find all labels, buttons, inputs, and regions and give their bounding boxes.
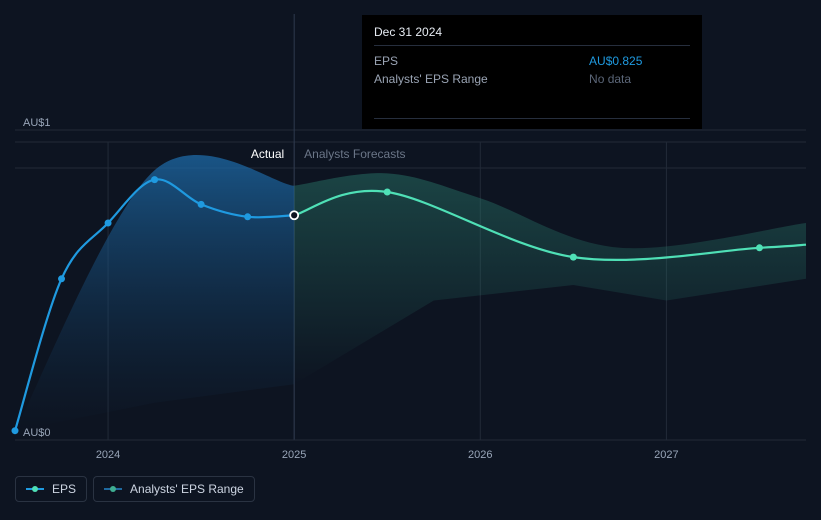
tooltip-row-value: No data [589, 70, 690, 88]
chart-legend: EPS Analysts' EPS Range [15, 476, 255, 502]
eps-forecast-chart: AU$1 AU$0 2024 2025 2026 2027 Actual Analysts F… [0, 0, 821, 520]
svg-text:2025: 2025 [282, 449, 306, 461]
legend-item-eps[interactable]: EPS [15, 476, 87, 502]
tooltip-date: Dec 31 2024 [374, 25, 690, 46]
legend-item-eps-range[interactable]: Analysts' EPS Range [93, 476, 255, 502]
svg-text:2026: 2026 [468, 449, 492, 461]
svg-text:Actual: Actual [251, 147, 284, 161]
svg-text:Analysts Forecasts: Analysts Forecasts [304, 147, 405, 161]
svg-text:AU$0: AU$0 [23, 427, 51, 439]
svg-text:2024: 2024 [96, 449, 120, 461]
tooltip-row-key: EPS [374, 52, 589, 70]
tooltip-rows: EPS AU$0.825 Analysts' EPS Range No data [374, 52, 690, 88]
legend-item-label: EPS [52, 482, 76, 496]
legend-swatch-icon [104, 485, 122, 493]
tooltip-divider [374, 118, 690, 119]
chart-tooltip: Dec 31 2024 EPS AU$0.825 Analysts' EPS R… [362, 15, 702, 129]
legend-swatch-icon [26, 485, 44, 493]
legend-item-label: Analysts' EPS Range [130, 482, 244, 496]
tooltip-row-key: Analysts' EPS Range [374, 70, 589, 88]
tooltip-row-value: AU$0.825 [589, 52, 690, 70]
svg-text:2027: 2027 [654, 449, 678, 461]
svg-text:AU$1: AU$1 [23, 117, 51, 129]
